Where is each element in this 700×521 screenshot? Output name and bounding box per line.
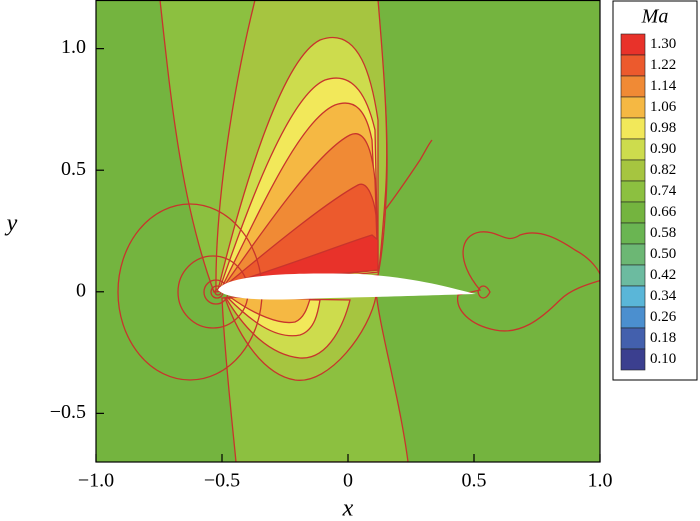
colorbar-label: 0.74	[650, 183, 677, 199]
plot-area	[96, 0, 600, 462]
contour-line	[384, 139, 433, 211]
colorbar-label: 0.10	[650, 351, 676, 367]
colorbar-label: 0.58	[650, 225, 676, 241]
colorbar-swatch	[620, 243, 646, 266]
colorbar-label: 1.14	[650, 78, 677, 94]
colorbar-title: Ma	[641, 6, 669, 28]
contour-line	[477, 285, 491, 299]
x-axis-label: x	[342, 496, 354, 521]
colorbar-label: 0.50	[650, 246, 676, 262]
colorbar-label: 0.26	[650, 309, 677, 325]
colorbar-swatch	[620, 285, 646, 308]
colorbar-label: 0.82	[650, 162, 676, 178]
y-tick-label: −0.5	[50, 401, 86, 423]
colorbar-label: 0.90	[650, 141, 676, 157]
x-tick-label: 0.5	[462, 470, 487, 492]
colorbar-label: 0.66	[650, 204, 677, 220]
colorbar-swatch	[620, 180, 646, 203]
colorbar-swatch	[620, 201, 646, 224]
colorbar-label: 1.30	[650, 36, 676, 52]
x-tick-label: 1.0	[588, 470, 613, 492]
colorbar-label: 0.42	[650, 267, 676, 283]
colorbar-swatch	[620, 96, 646, 119]
colorbar-swatch	[620, 33, 646, 56]
contour-region	[227, 234, 379, 285]
colorbar-swatch	[620, 327, 646, 350]
colorbar-swatch	[620, 306, 646, 329]
y-axis-label: y	[5, 211, 18, 237]
colorbar-swatch	[620, 159, 646, 182]
colorbar-label: 0.18	[650, 330, 676, 346]
y-tick-label: 0	[76, 279, 86, 301]
x-tick-label: 0	[343, 470, 353, 492]
colorbar-label: 1.06	[650, 99, 677, 115]
colorbar-swatch	[620, 117, 646, 140]
colorbar-swatch	[620, 138, 646, 161]
colorbar-label: 1.22	[650, 57, 676, 73]
colorbar-swatch	[620, 75, 646, 98]
colorbar-swatch	[620, 54, 646, 77]
colorbar-label: 0.34	[650, 288, 677, 304]
y-tick-label: 1.0	[61, 36, 86, 58]
x-tick-label: −0.5	[204, 470, 240, 492]
colorbar-swatch	[620, 264, 646, 287]
contour-line	[457, 231, 600, 332]
colorbar-label: 0.98	[650, 120, 676, 136]
x-tick-label: −1.0	[78, 470, 114, 492]
y-tick-label: 0.5	[61, 158, 86, 180]
colorbar-swatch	[620, 348, 646, 371]
contour-region	[227, 296, 311, 324]
airfoil	[218, 273, 476, 300]
colorbar-swatch	[620, 222, 646, 245]
